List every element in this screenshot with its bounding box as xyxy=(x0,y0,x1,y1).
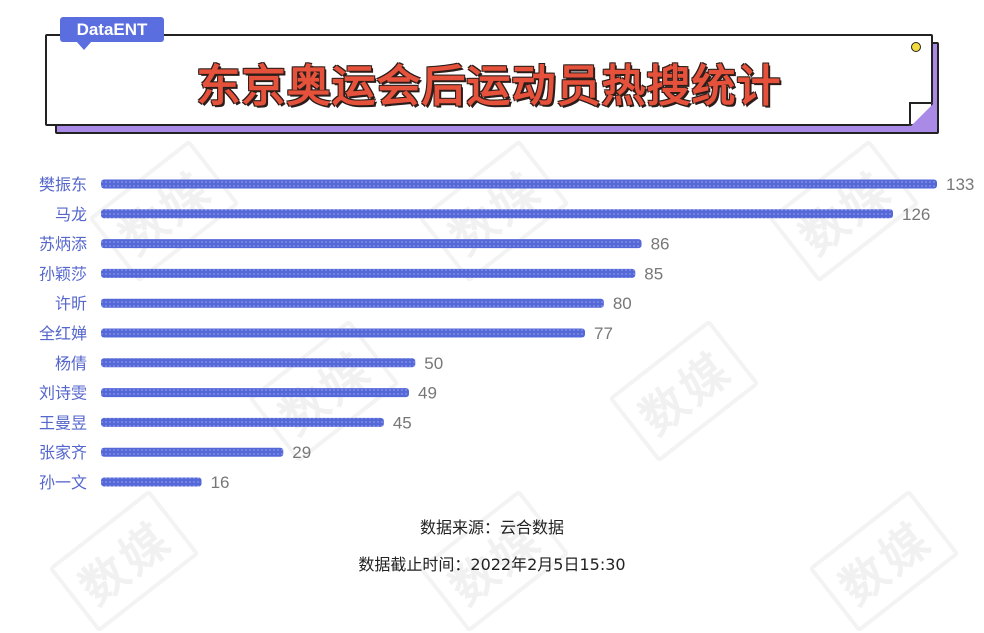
bar xyxy=(101,328,585,338)
title-banner: 东京奥运会后运动员热搜统计 xyxy=(45,34,933,126)
bar xyxy=(101,298,604,308)
bar xyxy=(101,447,284,457)
data-label: 49 xyxy=(418,384,437,403)
bar xyxy=(101,358,416,368)
bar xyxy=(101,268,636,278)
cutoff-note: 数据截止时间：2022年2月5日15:30 xyxy=(358,555,626,574)
bar xyxy=(101,417,384,427)
data-label: 133 xyxy=(946,175,974,194)
category-label: 孙一文 xyxy=(39,473,87,492)
category-label: 马龙 xyxy=(55,205,87,224)
category-label: 樊振东 xyxy=(39,175,87,194)
bar xyxy=(101,179,937,189)
category-label: 张家齐 xyxy=(39,443,87,462)
data-label: 80 xyxy=(613,294,632,313)
category-label: 孙颖莎 xyxy=(39,264,87,283)
data-label: 29 xyxy=(292,443,311,462)
bar xyxy=(101,239,642,249)
data-label: 77 xyxy=(594,324,613,343)
data-label: 16 xyxy=(211,473,230,492)
data-label: 50 xyxy=(424,354,443,373)
dot-icon xyxy=(911,42,921,52)
source-note: 数据来源：云合数据 xyxy=(419,518,564,537)
category-label: 王曼昱 xyxy=(39,413,87,432)
data-label: 85 xyxy=(644,264,663,283)
data-label: 45 xyxy=(393,413,412,432)
chart-title: 东京奥运会后运动员热搜统计 xyxy=(196,61,782,112)
bar xyxy=(101,209,893,219)
category-label: 许昕 xyxy=(55,294,87,313)
category-label: 杨倩 xyxy=(55,354,87,373)
category-label: 全红婵 xyxy=(39,324,87,343)
category-label: 刘诗雯 xyxy=(39,384,87,403)
bar xyxy=(101,388,409,398)
bar xyxy=(101,477,202,487)
data-label: 126 xyxy=(902,205,930,224)
data-label: 86 xyxy=(651,235,670,254)
brand-tag: DataENT xyxy=(60,17,164,50)
bar-chart: 樊振东 133 马龙 126 苏炳添 86 孙颖莎 85 许昕 80 全红婵 77 杨倩 50 刘诗雯 49 王… xyxy=(39,175,974,492)
category-label: 苏炳添 xyxy=(39,235,87,254)
